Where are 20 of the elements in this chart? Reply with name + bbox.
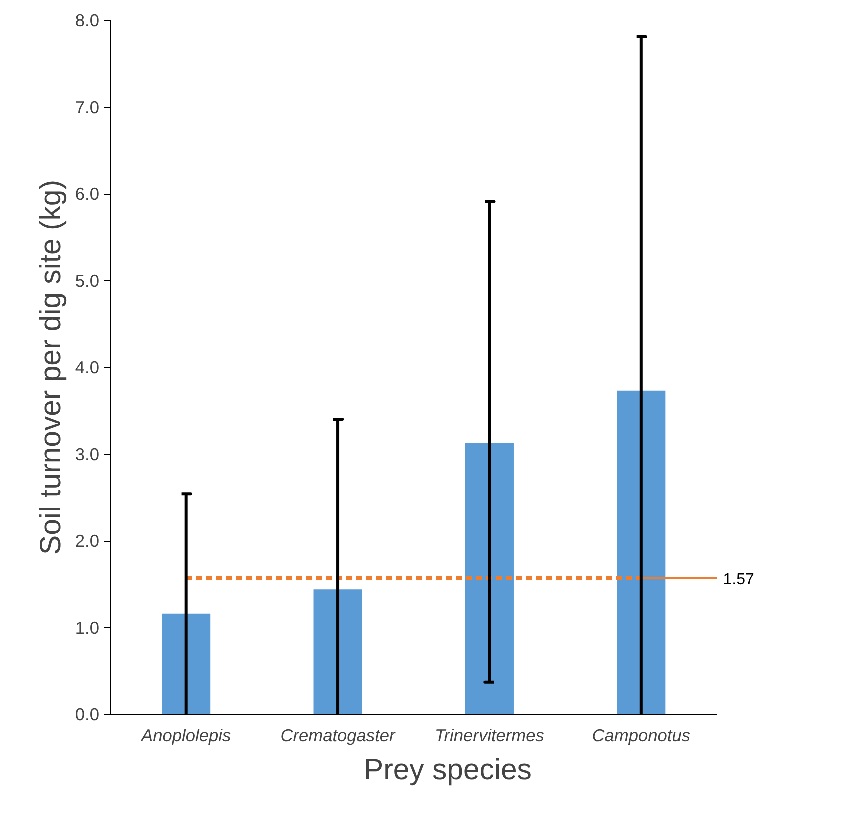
x-tick-label: Anoplolepis — [140, 726, 232, 746]
y-tick-label: 8.0 — [75, 10, 100, 30]
bar — [465, 442, 514, 714]
bar — [617, 390, 666, 714]
y-tick-label: 7.0 — [75, 97, 100, 118]
ref-line-label: 1.57 — [723, 571, 754, 588]
x-tick-label: Trinervitermes — [434, 726, 545, 746]
x-tick-label: Crematogaster — [280, 726, 397, 746]
y-tick-label: 6.0 — [75, 184, 100, 204]
x-axis-title: Prey species — [364, 754, 532, 786]
bar — [162, 614, 211, 714]
y-tick-label: 0.0 — [75, 704, 100, 724]
y-tick-label: 5.0 — [75, 270, 100, 291]
y-tick-label: 4.0 — [75, 358, 100, 378]
y-tick-label: 1.0 — [75, 618, 100, 638]
bar — [314, 590, 362, 714]
y-tick-label: 3.0 — [75, 444, 100, 464]
y-axis-title: Soil turnover per dig site (kg) — [34, 180, 68, 555]
x-tick-label: Camponotus — [592, 726, 691, 746]
y-tick-label: 2.0 — [75, 531, 100, 551]
